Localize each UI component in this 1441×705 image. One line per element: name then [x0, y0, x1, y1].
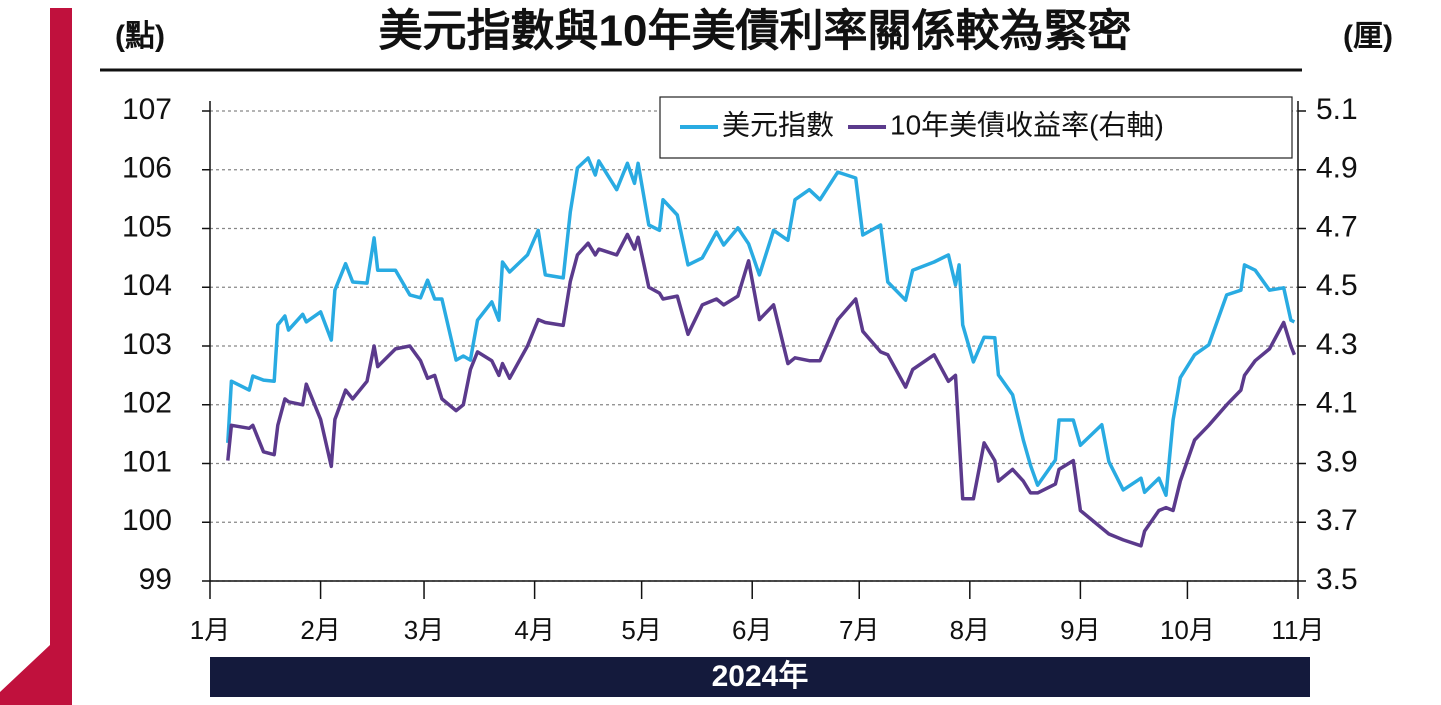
y-tick-label: 107 [122, 93, 172, 126]
y-tick-label: 100 [122, 504, 172, 537]
y2-tick-label: 4.7 [1316, 210, 1358, 243]
y2-tick-label: 3.7 [1316, 504, 1358, 537]
y-tick-label: 104 [122, 269, 172, 302]
y-axis-label: (點) [115, 20, 165, 53]
x-axis-label: 2024年 [712, 660, 809, 693]
series-line [226, 156, 1296, 497]
x-tick-label: 6月 [732, 615, 772, 645]
y2-tick-label: 4.1 [1316, 387, 1358, 420]
y2-axis-label: (厘) [1343, 20, 1393, 53]
x-tick-label: 7月 [839, 615, 879, 645]
y2-tick-label: 4.3 [1316, 328, 1358, 361]
x-tick-label: 9月 [1060, 615, 1100, 645]
legend-box [659, 96, 1293, 159]
y-tick-label: 106 [122, 152, 172, 185]
x-tick-label: 10月 [1160, 615, 1215, 645]
y-tick-label: 105 [122, 210, 172, 243]
y-tick-label: 103 [122, 328, 172, 361]
legend-label: 美元指數 [722, 109, 834, 140]
series-line [226, 232, 1297, 548]
x-tick-label: 2月 [300, 615, 340, 645]
year-band [210, 657, 1310, 697]
y2-tick-label: 3.9 [1316, 445, 1358, 478]
side-bar [0, 8, 72, 705]
x-tick-label: 1月 [190, 615, 230, 645]
chart-title: 美元指數與10年美債利率關係較為緊密 [379, 7, 1132, 56]
x-tick-label: 4月 [514, 615, 554, 645]
x-tick-label: 3月 [404, 615, 444, 645]
y-tick-label: 99 [139, 563, 172, 596]
y-tick-label: 101 [122, 445, 172, 478]
y2-tick-label: 3.5 [1316, 563, 1358, 596]
y-tick-label: 102 [122, 387, 172, 420]
x-tick-label: 8月 [950, 615, 990, 645]
legend-label: 10年美債收益率(右軸) [890, 109, 1164, 140]
x-tick-label: 5月 [621, 615, 661, 645]
x-tick-label: 11月 [1272, 615, 1325, 645]
y2-tick-label: 4.5 [1316, 269, 1358, 302]
y2-tick-label: 4.9 [1316, 152, 1358, 185]
y2-tick-label: 5.1 [1316, 93, 1358, 126]
